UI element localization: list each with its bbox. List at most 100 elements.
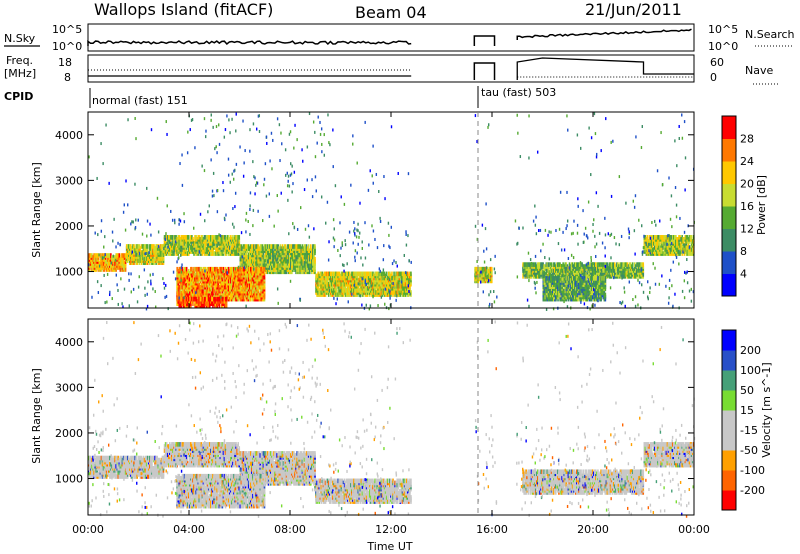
heatmap-cell: [212, 235, 214, 240]
heatmap-cell: [292, 256, 294, 262]
heatmap-cell: [203, 235, 206, 240]
heatmap-cell: [250, 258, 252, 264]
noise-right-tick-bottom: 10^0: [708, 40, 738, 53]
heatmap-cell: [140, 250, 143, 255]
heatmap-cell: [205, 288, 208, 294]
heatmap-cell: [220, 284, 223, 290]
heatmap-cell: [279, 244, 282, 249]
heatmap-cell: [159, 248, 162, 253]
heatmap-cell: [143, 244, 146, 249]
heatmap-cell: [226, 280, 229, 286]
heatmap-cell: [182, 270, 185, 276]
heatmap-cell: [217, 284, 220, 290]
heatmap-cell: [231, 249, 233, 254]
heatmap-cell: [247, 252, 250, 258]
heatmap-cell: [306, 246, 309, 251]
heatmap-cell: [227, 284, 230, 290]
heatmap-cell: [240, 286, 243, 292]
heatmap-cell: [91, 253, 93, 258]
heatmap-cell: [223, 241, 226, 246]
heatmap-cell: [196, 266, 198, 272]
heatmap-cell: [242, 258, 245, 264]
heatmap-cell: [309, 244, 312, 249]
heatmap-cell: [304, 244, 307, 249]
heatmap-cell: [241, 294, 244, 300]
heatmap-cell: [241, 258, 244, 264]
heatmap-cell: [275, 256, 277, 262]
heatmap-cell: [186, 241, 189, 246]
heatmap-cell: [96, 253, 99, 258]
heatmap-cell: [155, 244, 157, 249]
heatmap-cell: [125, 250, 128, 255]
heatmap-cell: [214, 292, 216, 298]
heatmap-cell: [243, 278, 246, 284]
heatmap-cell: [173, 251, 175, 256]
heatmap-cell: [313, 265, 315, 270]
heatmap-cell: [195, 266, 197, 272]
heatmap-cell: [200, 266, 203, 272]
heatmap-cell: [261, 248, 264, 254]
heatmap-cell: [164, 249, 167, 254]
heatmap-cell: [190, 290, 192, 296]
heatmap-cell: [210, 235, 212, 240]
heatmap-cell: [314, 267, 316, 272]
heatmap-cell: [182, 292, 185, 298]
heatmap-cell: [241, 246, 244, 251]
heatmap-cell: [277, 244, 279, 249]
heatmap-cell: [185, 282, 188, 288]
noise-left-label: N.Sky: [4, 32, 36, 45]
heatmap-cell: [167, 243, 170, 248]
heatmap-cell: [279, 252, 282, 258]
heatmap-cell: [203, 266, 206, 272]
heatmap-cell: [181, 266, 184, 272]
heatmap-cell: [267, 244, 270, 249]
heatmap-cell: [185, 235, 188, 240]
heatmap-cell: [214, 266, 216, 272]
heatmap-cell: [102, 253, 105, 258]
heatmap-cell: [153, 244, 155, 249]
heatmap-cell: [246, 248, 249, 254]
heatmap-cell: [220, 235, 223, 240]
heatmap-cell: [214, 235, 216, 240]
heatmap-cell: [273, 244, 275, 249]
heatmap-cell: [278, 263, 281, 268]
heatmap-cell: [153, 258, 155, 263]
heatmap-cell: [282, 269, 285, 275]
heatmap-cell: [222, 266, 225, 272]
heatmap-cell: [208, 251, 211, 256]
heatmap-cell: [222, 247, 225, 252]
heatmap-cell: [138, 244, 141, 249]
heatmap-cell: [185, 266, 188, 272]
heatmap-cell: [134, 248, 136, 253]
heatmap-cell: [213, 288, 215, 294]
heatmap-cell: [161, 244, 164, 249]
heatmap-cell: [308, 248, 311, 254]
freq-trace: [88, 57, 694, 80]
heatmap-cell: [177, 247, 180, 252]
heatmap-cell: [105, 259, 108, 264]
heatmap-cell: [218, 274, 221, 280]
heatmap-cell: [230, 235, 232, 240]
plot-title: Wallops Island (fitACF): [94, 0, 273, 19]
heatmap-cell: [244, 244, 247, 249]
heatmap-cell: [287, 244, 290, 249]
heatmap-cell: [239, 266, 242, 272]
heatmap-cell: [144, 260, 147, 265]
heatmap-cell: [115, 253, 117, 258]
heatmap-cell: [221, 235, 224, 240]
heatmap-cell: [278, 246, 281, 251]
heatmap-cell: [179, 245, 182, 250]
freq-line: [516, 57, 694, 80]
heatmap-cell: [180, 272, 183, 278]
heatmap-cell: [163, 241, 166, 246]
heatmap-cell: [212, 292, 214, 298]
heatmap-cell: [213, 235, 215, 240]
heatmap-cell: [123, 253, 126, 258]
heatmap-cell: [272, 244, 274, 249]
heatmap-cell: [144, 256, 147, 261]
heatmap-cell: [93, 253, 95, 258]
power-heatmap: [88, 112, 695, 311]
heatmap-cell: [282, 246, 285, 251]
heatmap-cell: [172, 235, 174, 240]
heatmap-cell: [311, 252, 313, 258]
